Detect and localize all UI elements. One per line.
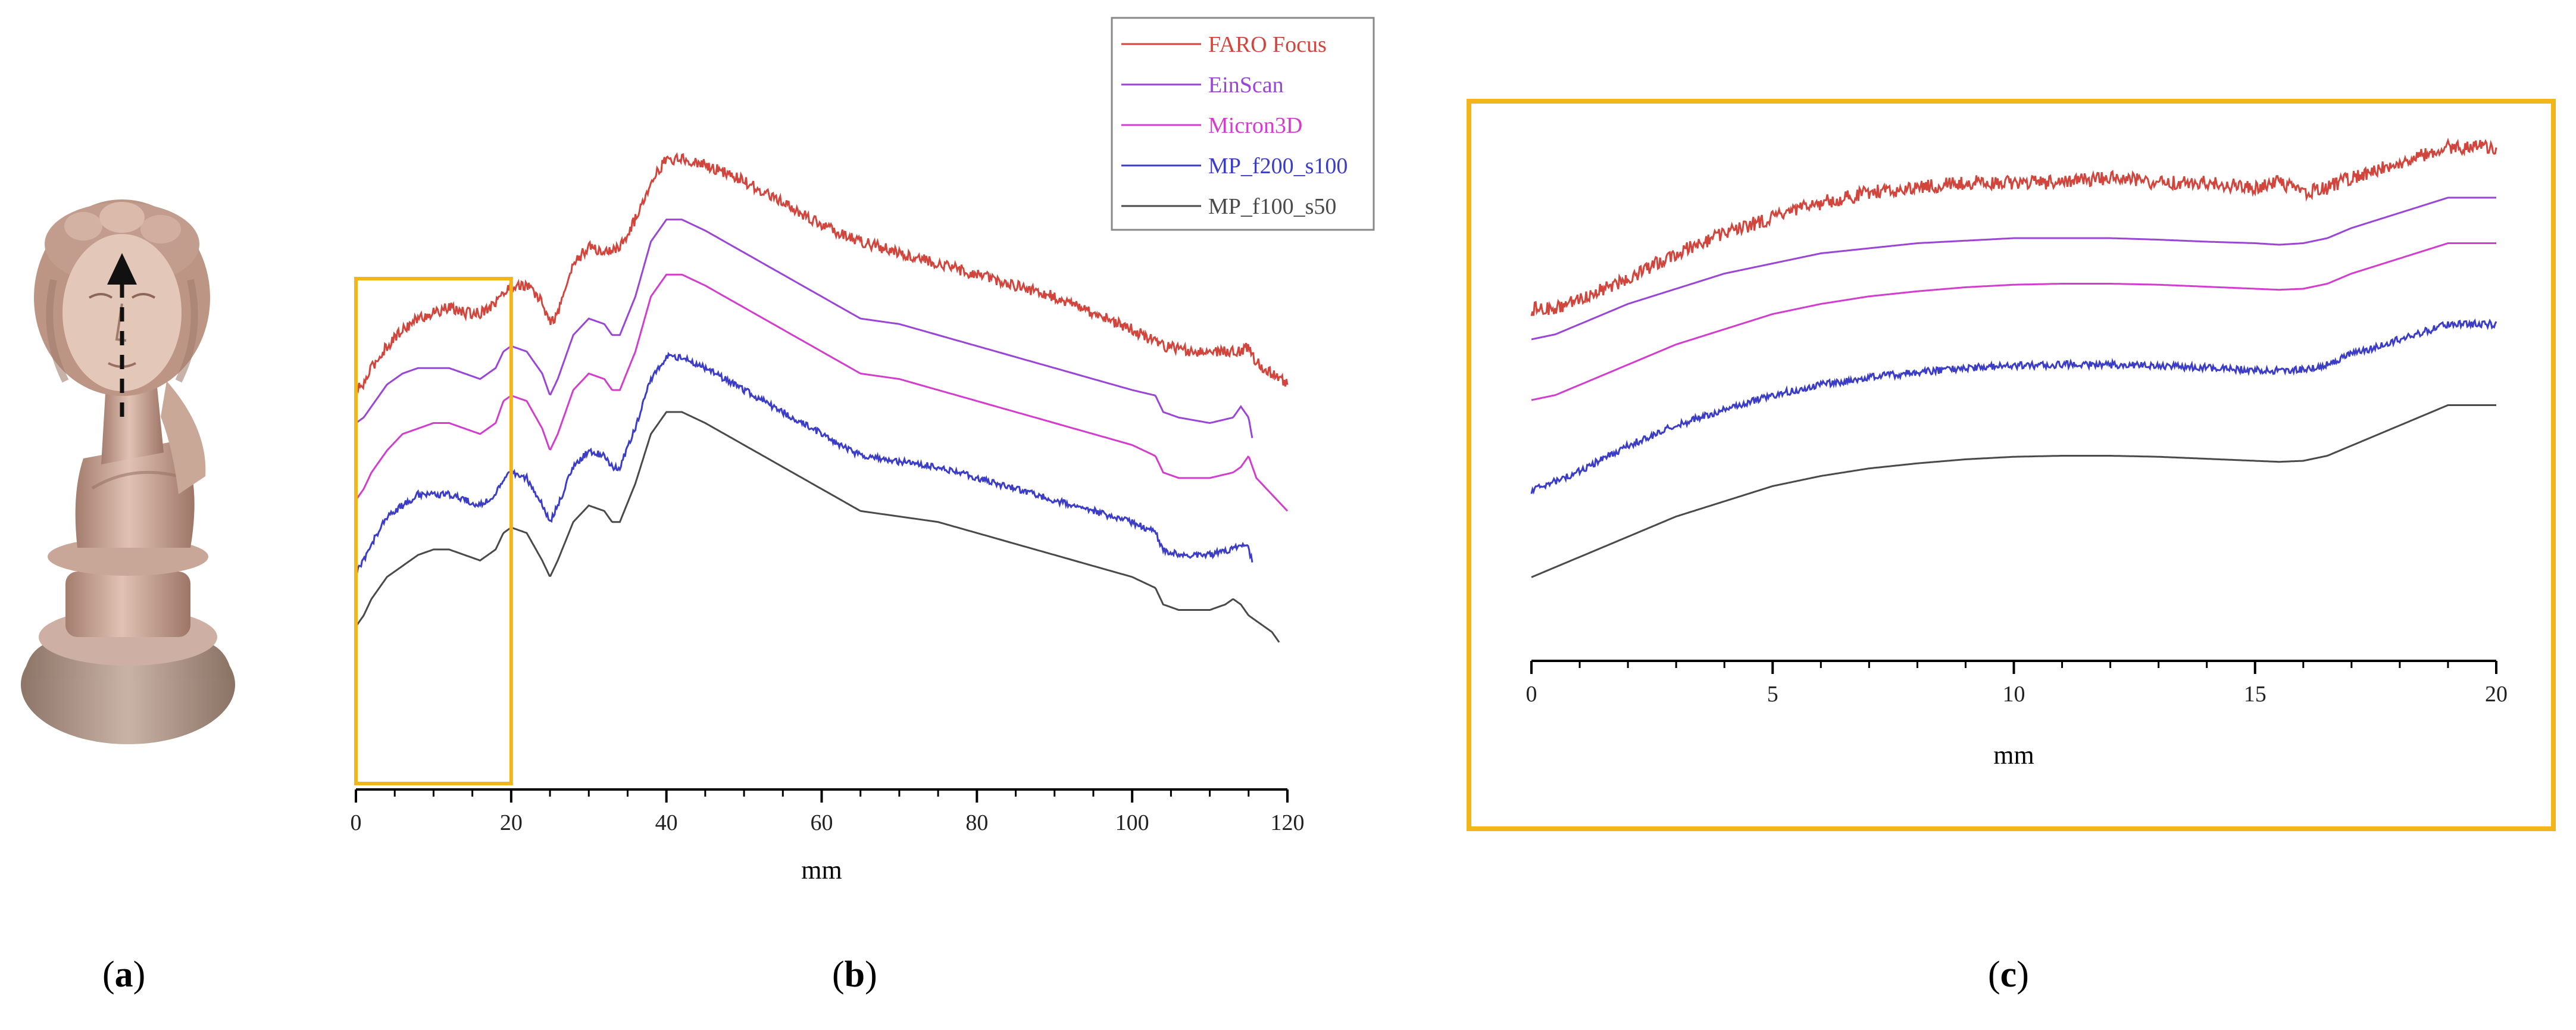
- chart-b-xlabel: mm: [801, 856, 842, 885]
- legend-entry: MP_f200_s100: [1208, 154, 1348, 179]
- series-line-micron3d: [1531, 242, 2496, 401]
- x-tick-label: 15: [2244, 682, 2266, 707]
- chart-b-legend: FARO Focus EinScan Micron3D MP_f200_s100 MP_…: [1111, 17, 1375, 231]
- series-line-faro-focus: [1530, 137, 2497, 316]
- arrow-head-icon: [107, 253, 137, 285]
- bust-photo: [21, 199, 235, 744]
- series-line-einscan: [355, 219, 1253, 438]
- x-tick-label: 0: [1526, 682, 1537, 707]
- legend-frame: [1111, 17, 1375, 231]
- x-tick-label: 5: [1767, 682, 1778, 707]
- panel-label-a: (a): [102, 954, 146, 995]
- legend-entry: MP_f100_s50: [1208, 194, 1336, 219]
- series-line-mp-f200-s100: [355, 351, 1253, 574]
- legend-entry: FARO Focus: [1208, 32, 1327, 57]
- x-tick-label: 120: [1271, 810, 1305, 835]
- legend-entry: Micron3D: [1208, 113, 1302, 138]
- chart-c-frame: [1467, 99, 2556, 831]
- panel-label-b: (b): [832, 954, 877, 995]
- x-tick-label: 100: [1115, 810, 1149, 835]
- x-tick-label: 40: [655, 810, 678, 835]
- chart-b: 0 20 40 60 80 100 120 mm FARO Focus EinScan Micr…: [351, 17, 1375, 885]
- x-tick-label: 80: [965, 810, 988, 835]
- x-tick-label: 60: [811, 810, 833, 835]
- panel-label-c: (c): [1988, 954, 2029, 995]
- series-line-mp-f100-s50: [1531, 404, 2496, 578]
- series-line-mp-f200-s100: [1530, 318, 2497, 495]
- chart-c-xlabel: mm: [1993, 741, 2034, 770]
- series-line-einscan: [1531, 196, 2496, 341]
- x-tick-label: 20: [500, 810, 523, 835]
- chart-b-zoom-box: [354, 277, 513, 785]
- x-tick-label: 0: [351, 810, 362, 835]
- chart-c: 0 5 10 15 20 mm: [1467, 99, 2556, 831]
- x-tick-label: 20: [2485, 682, 2508, 707]
- legend-entry: EinScan: [1208, 73, 1284, 98]
- x-tick-label: 10: [2003, 682, 2025, 707]
